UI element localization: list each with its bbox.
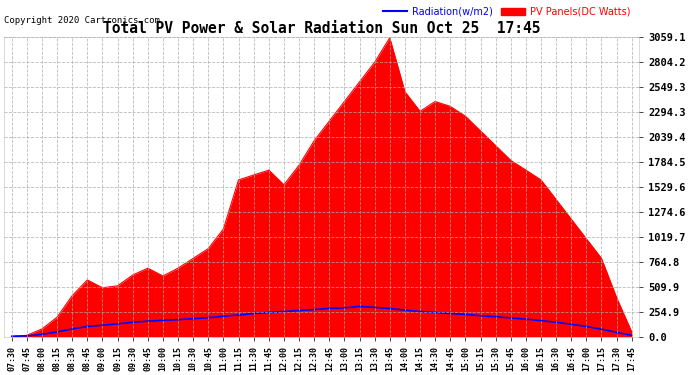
Title: Total PV Power & Solar Radiation Sun Oct 25  17:45: Total PV Power & Solar Radiation Sun Oct… [103,21,540,36]
Legend: Radiation(w/m2), PV Panels(DC Watts): Radiation(w/m2), PV Panels(DC Watts) [380,3,634,21]
Text: Copyright 2020 Cartronics.com: Copyright 2020 Cartronics.com [4,16,160,25]
